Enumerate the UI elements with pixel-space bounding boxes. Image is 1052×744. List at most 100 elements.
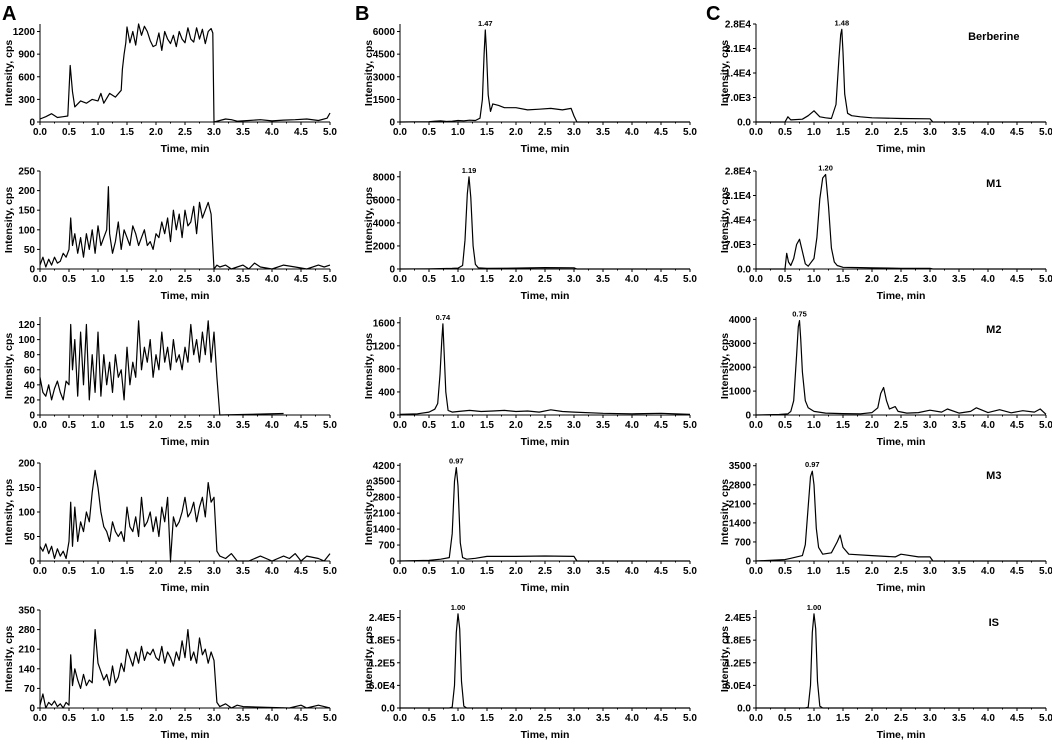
x-tick-label: 3.5 [952,566,966,577]
peak-label: 1.00 [807,603,822,612]
series-line [399,29,690,123]
x-tick-label: 1.0 [91,420,105,431]
panel-label-a: A [2,3,16,25]
x-tick-label: 0.0 [393,420,407,431]
x-tick-label: 5.0 [683,566,697,577]
chart-a-5: 0.0 0.5 1.0 1.5 2.0 2.5 3.0 3.5 4.0 4.5 5.0 0 70 140 2… [3,606,337,742]
y-tick-label: 700 [734,537,751,548]
y-tick-label: 0 [29,411,35,422]
x-tick-label: 2.0 [865,274,879,285]
x-tick-label: 2.5 [538,566,552,577]
y-tick-label: 2.1E4 [725,191,752,202]
x-tick-label: 5.0 [1039,127,1052,138]
x-tick-label: 3.5 [952,713,966,724]
y-tick-label: 400 [378,387,395,398]
y-tick-label: 80 [24,350,36,361]
y-tick-label: 0.0 [381,704,395,715]
y-tick-label: 2.4E5 [369,613,396,624]
x-tick-label: 5.0 [683,274,697,285]
x-tick-label: 1.0 [451,713,465,724]
x-tick-label: 2.5 [178,274,192,285]
x-tick-label: 0.0 [749,127,763,138]
y-axis-label: Intensity, cps [719,187,731,253]
x-tick-label: 1.0 [807,274,821,285]
x-tick-label: 2.5 [894,566,908,577]
y-tick-label: 350 [18,606,35,617]
x-tick-label: 3.5 [236,566,250,577]
series-line [756,28,1046,123]
x-tick-label: 1.5 [480,420,494,431]
x-tick-label: 4.5 [1010,127,1024,138]
x-tick-label: 1.5 [836,566,850,577]
peak-label: 0.97 [449,457,464,466]
x-tick-label: 1.0 [91,713,105,724]
x-tick-label: 0.5 [62,566,76,577]
x-tick-label: 5.0 [1039,713,1052,724]
x-axis-label: Time, min [521,582,570,594]
x-tick-label: 3.0 [567,713,581,724]
x-tick-label: 2.0 [149,127,163,138]
x-tick-label: 3.0 [923,127,937,138]
x-tick-label: 5.0 [323,713,337,724]
y-tick-label: 2100 [373,509,396,520]
x-tick-label: 3.5 [596,713,610,724]
y-tick-label: 2800 [729,480,752,491]
y-tick-label: 6.0E4 [725,681,752,692]
x-tick-label: 4.0 [981,420,995,431]
chart-c-2: 0.0 0.5 1.0 1.5 2.0 2.5 3.0 3.5 4.0 4.5 5.0 0.0 7.0E… [719,164,1052,303]
chart-b-1: 0.0 0.5 1.0 1.5 2.0 2.5 3.0 3.5 4.0 4.5 5.0 0 1500 30… [363,19,697,155]
y-tick-label: 2.8E4 [725,20,752,31]
x-tick-label: 0.5 [422,127,436,138]
x-tick-label: 5.0 [323,420,337,431]
x-tick-label: 4.5 [1010,274,1024,285]
x-tick-label: 1.0 [451,127,465,138]
x-tick-label: 4.0 [981,274,995,285]
y-tick-label: 1400 [373,525,396,536]
x-tick-label: 4.0 [625,713,639,724]
x-tick-label: 4.0 [625,420,639,431]
y-tick-label: 0 [745,557,751,568]
compound-label: IS [989,617,999,629]
y-tick-label: 0.0 [737,704,751,715]
x-tick-label: 0.5 [62,420,76,431]
x-tick-label: 1.5 [120,274,134,285]
x-axis-label: Time, min [877,582,926,594]
x-tick-label: 5.0 [323,127,337,138]
y-tick-label: 0.0 [737,118,751,129]
x-tick-label: 3.5 [952,420,966,431]
x-axis-label: Time, min [521,729,570,741]
x-tick-label: 4.0 [981,566,995,577]
peak-label: 1.19 [462,166,477,175]
y-tick-label: 50 [24,532,36,543]
y-tick-label: 1200 [13,27,36,38]
chart-a-4: 0.0 0.5 1.0 1.5 2.0 2.5 3.0 3.5 4.0 4.5 5.0 0 50 100 1… [3,459,337,595]
x-tick-label: 3.5 [596,566,610,577]
series-line [39,469,331,562]
x-tick-label: 4.5 [294,713,308,724]
x-tick-label: 0.0 [33,274,47,285]
x-tick-label: 2.0 [865,420,879,431]
x-axis-label: Time, min [521,290,570,302]
chart-a-3: 0.0 0.5 1.0 1.5 2.0 2.5 3.0 3.5 4.0 4.5 5.0 0 20 40 60… [3,317,337,448]
x-tick-label: 4.5 [654,420,668,431]
chart-a-1: 0.0 0.5 1.0 1.5 2.0 2.5 3.0 3.5 4.0 4.5 5.0 0 300 600… [3,23,337,155]
x-tick-label: 5.0 [683,127,697,138]
x-tick-label: 2.0 [509,420,523,431]
chart-b-2: 0.0 0.5 1.0 1.5 2.0 2.5 3.0 3.5 4.0 4.5 5.0 0 2000 40… [363,166,697,302]
compound-label: M1 [986,178,1001,190]
y-tick-label: 1.2E5 [369,658,396,669]
y-tick-label: 1500 [373,95,396,106]
x-axis-label: Time, min [161,729,210,741]
y-tick-label: 1000 [729,387,752,398]
y-tick-label: 0 [389,118,395,129]
x-tick-label: 4.0 [265,274,279,285]
x-tick-label: 5.0 [323,566,337,577]
x-tick-label: 4.0 [625,274,639,285]
x-tick-label: 1.0 [91,274,105,285]
chart-c-1: 0.0 0.5 1.0 1.5 2.0 2.5 3.0 3.5 4.0 4.5 5.0 0.0 7.0E… [719,18,1052,155]
x-tick-label: 3.0 [567,420,581,431]
x-tick-label: 1.5 [836,127,850,138]
y-tick-label: 4200 [373,461,396,472]
compound-label: Berberine [968,31,1019,43]
